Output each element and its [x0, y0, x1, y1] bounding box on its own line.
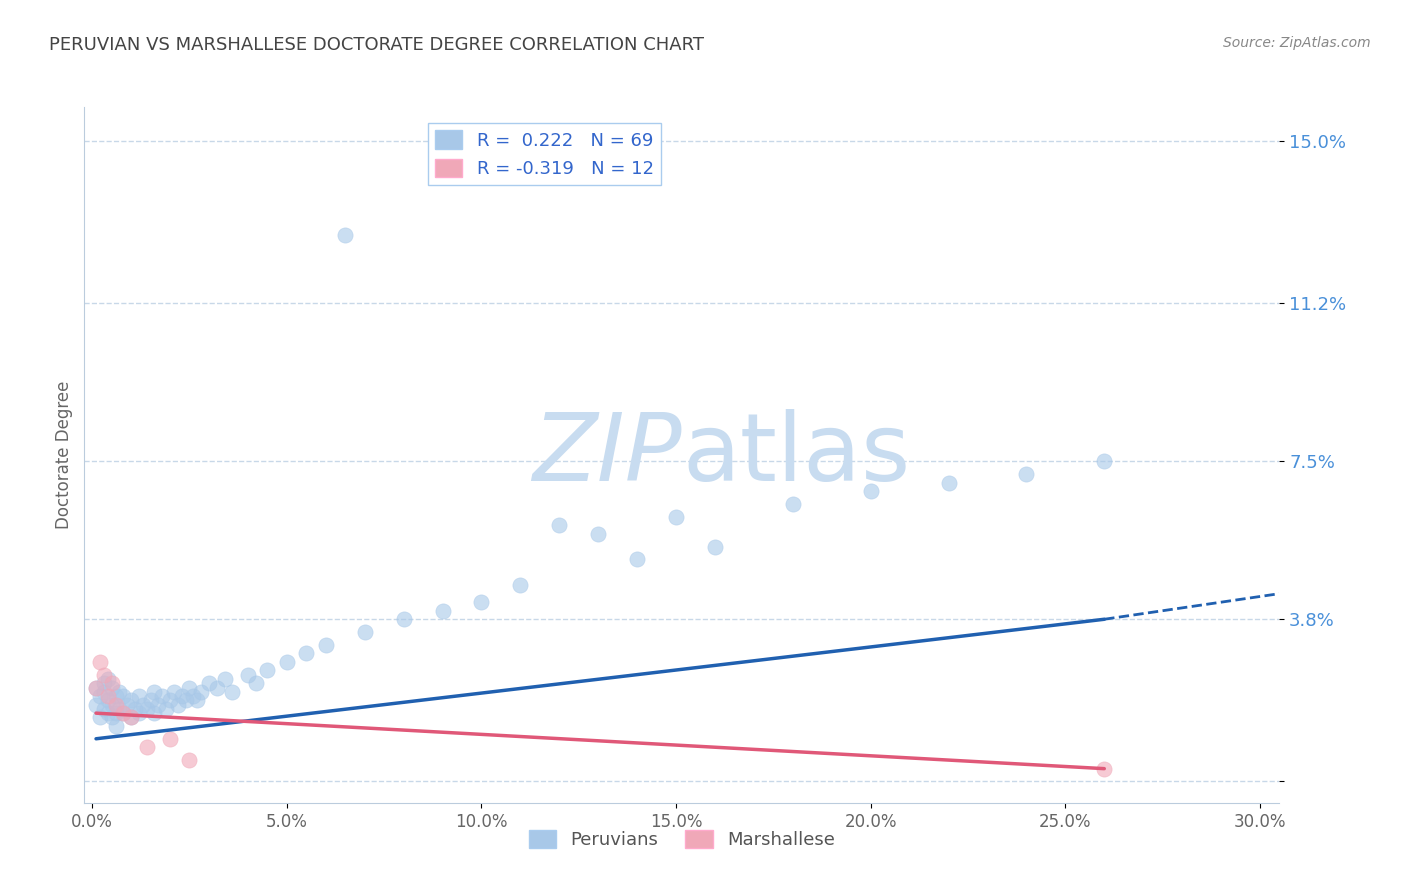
Point — [150, 689, 173, 703]
Point — [115, 698, 138, 712]
Point — [315, 638, 337, 652]
Point — [938, 475, 960, 490]
Point — [139, 693, 162, 707]
Point — [143, 706, 166, 721]
Point — [93, 702, 115, 716]
Text: ZIP: ZIP — [533, 409, 682, 500]
Point — [163, 685, 186, 699]
Point — [509, 578, 531, 592]
Point — [89, 710, 111, 724]
Point — [295, 647, 318, 661]
Point — [93, 685, 115, 699]
Point — [159, 731, 181, 746]
Point — [124, 702, 146, 716]
Point — [120, 710, 142, 724]
Point — [392, 612, 415, 626]
Point — [179, 753, 201, 767]
Point — [432, 604, 454, 618]
Point — [132, 698, 155, 712]
Point — [93, 676, 115, 690]
Point — [104, 719, 127, 733]
Point — [100, 710, 122, 724]
Point — [174, 693, 197, 707]
Point — [97, 672, 120, 686]
Point — [89, 689, 111, 703]
Point — [89, 655, 111, 669]
Point — [108, 702, 131, 716]
Point — [548, 518, 571, 533]
Point — [108, 685, 131, 699]
Point — [97, 706, 120, 721]
Point — [190, 685, 212, 699]
Point — [170, 689, 193, 703]
Point — [104, 706, 127, 721]
Point — [586, 527, 609, 541]
Point — [100, 681, 122, 695]
Point — [97, 689, 120, 703]
Point — [155, 702, 177, 716]
Point — [276, 655, 298, 669]
Point — [665, 509, 688, 524]
Point — [183, 689, 205, 703]
Point — [93, 667, 115, 681]
Point — [859, 484, 882, 499]
Point — [97, 693, 120, 707]
Point — [198, 676, 221, 690]
Point — [112, 689, 135, 703]
Point — [186, 693, 208, 707]
Text: Source: ZipAtlas.com: Source: ZipAtlas.com — [1223, 36, 1371, 50]
Point — [782, 497, 804, 511]
Point — [128, 689, 150, 703]
Point — [143, 685, 166, 699]
Point — [335, 228, 357, 243]
Point — [205, 681, 228, 695]
Legend: Peruvians, Marshallese: Peruvians, Marshallese — [522, 822, 842, 856]
Point — [104, 689, 127, 703]
Point — [120, 710, 142, 724]
Point — [128, 706, 150, 721]
Point — [148, 698, 170, 712]
Point — [1015, 467, 1038, 482]
Point — [104, 698, 127, 712]
Point — [166, 698, 188, 712]
Point — [236, 667, 259, 681]
Point — [1092, 454, 1115, 468]
Text: atlas: atlas — [682, 409, 910, 501]
Point — [179, 681, 201, 695]
Y-axis label: Doctorate Degree: Doctorate Degree — [55, 381, 73, 529]
Point — [470, 595, 492, 609]
Point — [214, 672, 236, 686]
Point — [704, 540, 727, 554]
Point — [256, 664, 278, 678]
Text: PERUVIAN VS MARSHALLESE DOCTORATE DEGREE CORRELATION CHART: PERUVIAN VS MARSHALLESE DOCTORATE DEGREE… — [49, 36, 704, 54]
Point — [1092, 762, 1115, 776]
Point — [84, 698, 107, 712]
Point — [135, 740, 157, 755]
Point — [84, 681, 107, 695]
Point — [84, 681, 107, 695]
Point — [112, 706, 135, 721]
Point — [120, 693, 142, 707]
Point — [100, 698, 122, 712]
Point — [245, 676, 267, 690]
Point — [353, 625, 375, 640]
Point — [100, 676, 122, 690]
Point — [112, 706, 135, 721]
Point — [221, 685, 243, 699]
Point — [135, 702, 157, 716]
Point — [626, 552, 648, 566]
Point — [159, 693, 181, 707]
